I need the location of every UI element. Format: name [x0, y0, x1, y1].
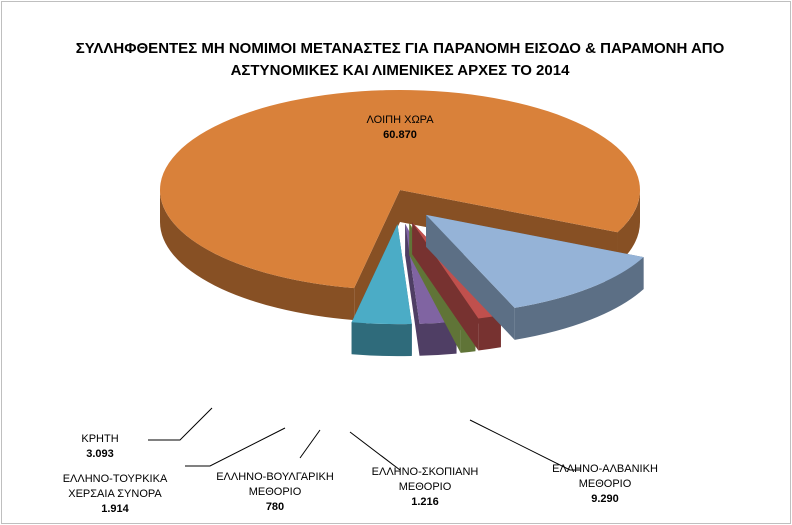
slice-face: [426, 214, 515, 340]
category-label: ΚΡΗΤΗ: [81, 433, 119, 445]
data-label: ΛΟΙΠΗ ΧΩΡΑ 60.870: [330, 113, 470, 143]
data-label: ΕΛΛΗΝΟ-ΣΚΟΠΙΑΝΗ ΜΕΘΟΡΙΟ 1.216: [360, 465, 490, 510]
slice-face: [354, 190, 400, 321]
category-label: ΕΛΛΗΝΟ-ΤΟΥΡΚΙΚΑ ΧΕΡΣΑΙΑ ΣΥΝΟΡΑ: [62, 473, 168, 500]
slice-top: [426, 214, 644, 308]
data-label: ΕΛΛΗΝΟ-ΑΛΒΑΝΙΚΗ ΜΕΘΟΡΙΟ 9.290: [535, 462, 675, 507]
slice-top: [160, 89, 641, 289]
value-label: 60.870: [383, 129, 417, 141]
data-label: ΕΛΛΗΝΟ-ΒΟΥΛΓΑΡΙΚΗ ΜΕΘΟΡΙΟ 780: [215, 470, 335, 515]
pie: [160, 89, 644, 357]
slice-side: [160, 190, 355, 321]
slice-top: [351, 224, 412, 325]
category-label: ΛΟΙΠΗ ΧΩΡΑ: [366, 114, 434, 126]
slice-face: [405, 223, 420, 356]
value-label: 780: [265, 501, 285, 513]
data-label: ΚΡΗΤΗ 3.093: [60, 432, 140, 462]
slice-face: [412, 222, 479, 351]
data-label: ΕΛΛΗΝΟ-ΤΟΥΡΚΙΚΑ ΧΕΡΣΑΙΑ ΣΥΝΟΡΑ 1.914: [45, 472, 185, 517]
value-label: 1.914: [101, 503, 129, 515]
slice-side: [419, 321, 457, 356]
category-label: ΕΛΛΗΝΟ-ΒΟΥΛΓΑΡΙΚΗ ΜΕΘΟΡΙΟ: [216, 471, 334, 498]
slice-side: [351, 322, 412, 357]
pie-slice: [426, 214, 644, 340]
category-label: ΕΛΛΗΝΟ-ΣΚΟΠΙΑΝΗ ΜΕΘΟΡΙΟ: [371, 466, 479, 493]
slice-side: [514, 257, 644, 340]
leader-line: [299, 429, 321, 459]
category-label: ΕΛΛΗΝΟ-ΑΛΒΑΝΙΚΗ ΜΕΘΟΡΙΟ: [552, 463, 658, 490]
value-label: 3.093: [86, 448, 114, 460]
slice-side: [617, 190, 640, 265]
leader-line: [349, 431, 401, 471]
pie-slice: [351, 224, 412, 357]
leader-lines: [148, 407, 580, 471]
leader-line: [185, 427, 286, 467]
slice-side: [478, 315, 501, 351]
value-label: 1.216: [411, 496, 439, 508]
leader-line: [469, 419, 580, 471]
chart-title: ΣΥΛΛΗΦΘΕΝΤΕΣ ΜΗ ΝΟΜΙΜΟΙ ΜΕΤΑΝΑΣΤΕΣ ΓΙΑ Π…: [75, 40, 725, 79]
leader-line: [148, 407, 213, 441]
value-label: 9.290: [591, 493, 619, 505]
